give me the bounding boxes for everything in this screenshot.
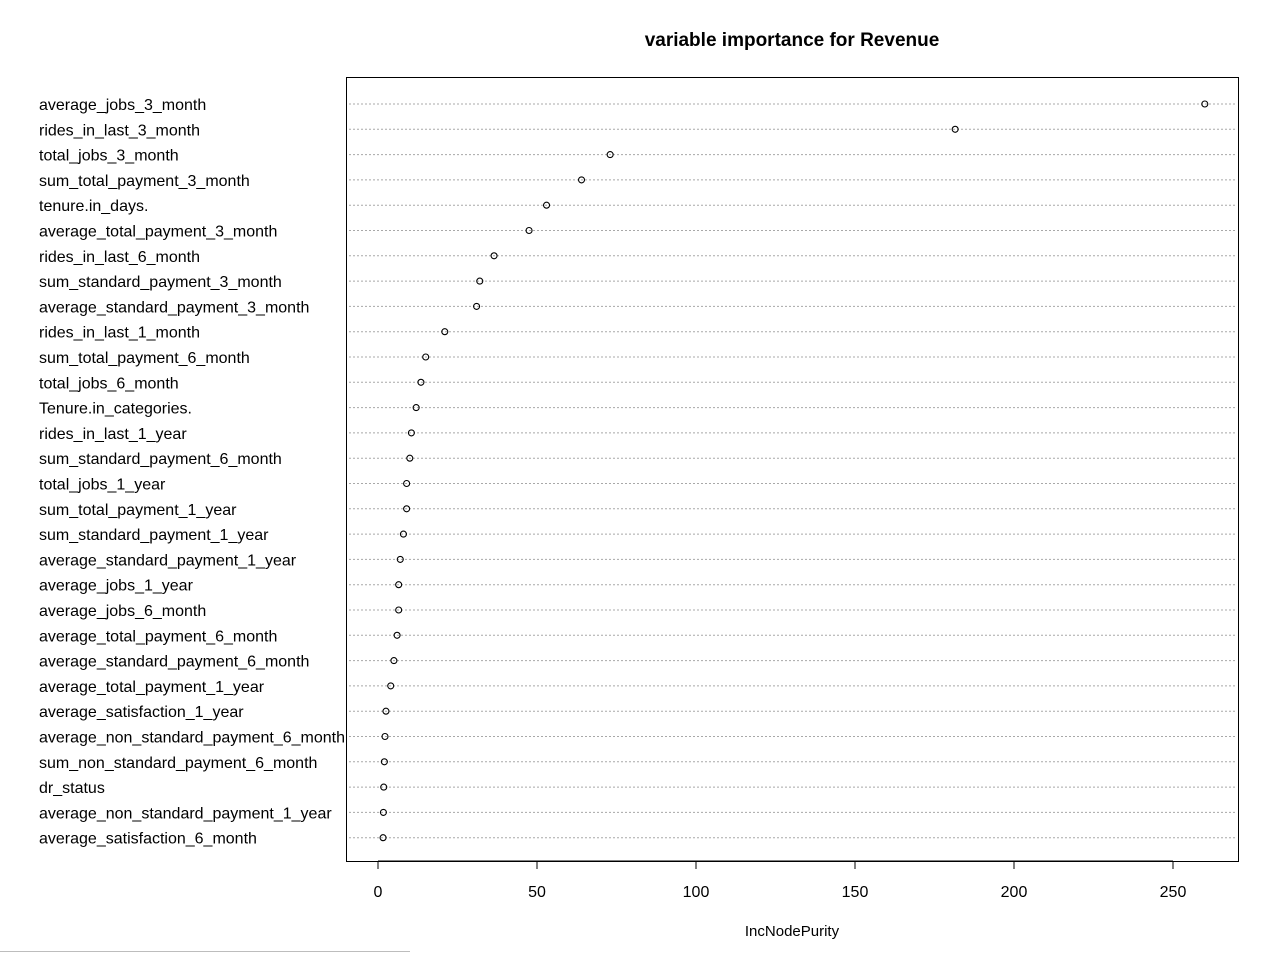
- importance-point: [412, 404, 420, 412]
- importance-point: [542, 201, 551, 209]
- importance-point: [382, 707, 390, 715]
- variable-label: total_jobs_1_year: [39, 477, 166, 494]
- variable-label: average_non_standard_payment_6_month: [39, 730, 345, 747]
- importance-point: [407, 429, 415, 437]
- x-tick-label: 250: [1160, 884, 1187, 901]
- variable-label: rides_in_last_1_year: [39, 426, 187, 443]
- variable-label: average_satisfaction_1_year: [39, 704, 244, 721]
- importance-point: [417, 378, 425, 386]
- variable-label: average_jobs_3_month: [39, 97, 206, 114]
- importance-point: [380, 758, 388, 766]
- variable-label: sum_total_payment_6_month: [39, 350, 250, 367]
- x-tick-label: 200: [1001, 884, 1028, 901]
- importance-point: [387, 682, 395, 690]
- variable-label: sum_standard_payment_6_month: [39, 451, 282, 468]
- data-points: [379, 100, 1209, 842]
- variable-label: rides_in_last_1_month: [39, 325, 200, 342]
- importance-point: [406, 454, 414, 462]
- importance-point: [395, 606, 403, 614]
- variable-label: sum_standard_payment_1_year: [39, 527, 269, 544]
- variable-label: average_total_payment_6_month: [39, 628, 277, 645]
- importance-point: [380, 783, 388, 791]
- variable-label: total_jobs_6_month: [39, 375, 179, 392]
- variable-label: sum_non_standard_payment_6_month: [39, 755, 317, 772]
- variable-label: rides_in_last_3_month: [39, 122, 200, 139]
- variable-labels: average_jobs_3_month rides_in_last_3_mont…: [39, 97, 345, 848]
- importance-point: [395, 581, 403, 589]
- variable-label: sum_total_payment_3_month: [39, 173, 250, 190]
- x-tick-label: 150: [842, 884, 869, 901]
- importance-point: [390, 657, 398, 665]
- importance-point: [606, 151, 614, 159]
- variable-label: tenure.in_days.: [39, 198, 148, 215]
- importance-point: [403, 479, 411, 488]
- variable-label: sum_total_payment_1_year: [39, 502, 237, 519]
- importance-point: [577, 176, 586, 184]
- variable-label: dr_status: [39, 780, 105, 797]
- variable-label: average_standard_payment_6_month: [39, 654, 309, 671]
- importance-point: [393, 631, 401, 639]
- plot-frame: [346, 77, 1239, 862]
- importance-point: [476, 277, 484, 285]
- x-axis-label: IncNodePurity: [745, 923, 840, 940]
- x-tick-label: 0: [374, 884, 383, 901]
- variable-label: average_jobs_6_month: [39, 603, 206, 620]
- importance-point: [441, 328, 449, 336]
- variable-label: average_satisfaction_6_month: [39, 831, 257, 848]
- grid-lines: [349, 103, 1236, 839]
- importance-point: [1201, 100, 1209, 108]
- variable-label: average_total_payment_1_year: [39, 679, 265, 696]
- variable-label: average_jobs_1_year: [39, 578, 194, 595]
- importance-point: [381, 732, 389, 741]
- x-tick-label: 50: [528, 884, 546, 901]
- x-tick-label: 100: [683, 884, 710, 901]
- variable-label: rides_in_last_6_month: [39, 249, 200, 266]
- importance-point: [403, 505, 411, 513]
- importance-point: [399, 530, 407, 538]
- importance-point: [473, 302, 481, 310]
- importance-point: [951, 125, 959, 133]
- chart-title: variable importance for Revenue: [645, 30, 940, 51]
- variable-label: Tenure.in_categories.: [39, 401, 192, 418]
- importance-point: [422, 353, 430, 361]
- variable-label: sum_standard_payment_3_month: [39, 274, 282, 291]
- variable-label: average_total_payment_3_month: [39, 224, 277, 241]
- importance-point: [379, 834, 387, 842]
- variable-label: average_standard_payment_3_month: [39, 299, 309, 316]
- importance-point: [490, 252, 498, 260]
- variable-label: average_standard_payment_1_year: [39, 552, 297, 569]
- importance-point: [396, 555, 404, 563]
- bottom-divider: [0, 951, 410, 952]
- importance-point: [525, 226, 533, 235]
- x-axis: 0 50 100 150 200 250: [374, 860, 1187, 901]
- importance-point: [379, 808, 387, 816]
- variable-label: average_non_standard_payment_1_year: [39, 805, 332, 822]
- variable-label: total_jobs_3_month: [39, 148, 179, 165]
